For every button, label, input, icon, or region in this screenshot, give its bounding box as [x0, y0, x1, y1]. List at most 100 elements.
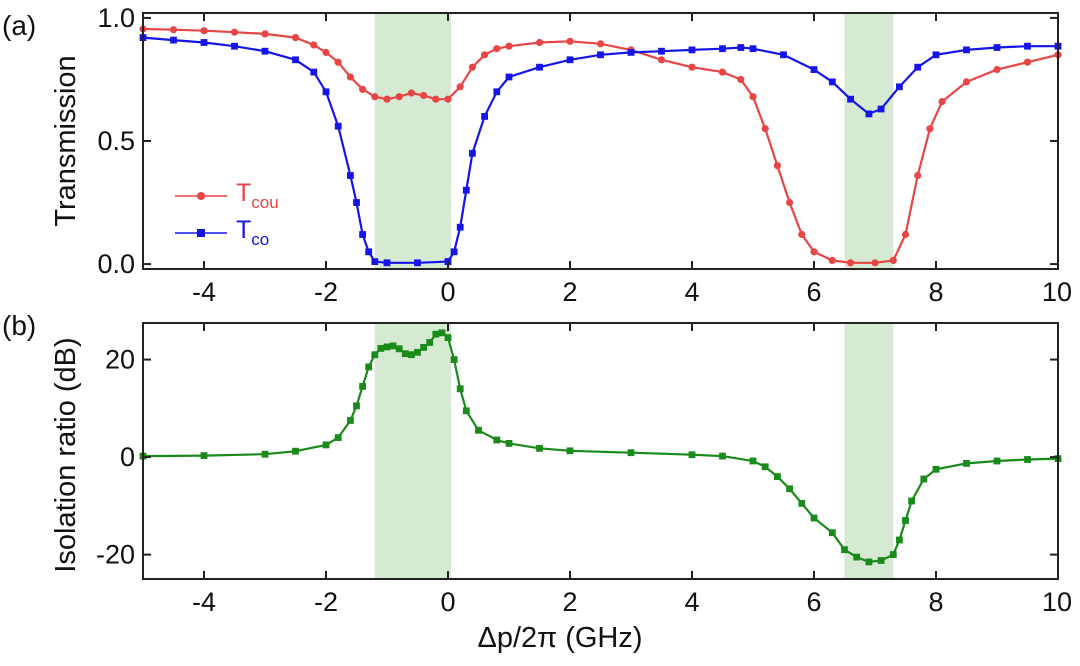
x-tick-label: 6 [806, 277, 821, 307]
series-line-a-1 [142, 36, 1058, 264]
data-point [597, 51, 604, 59]
data-point [230, 28, 239, 36]
data-point [407, 89, 415, 97]
data-point [749, 45, 757, 53]
data-point [920, 475, 928, 483]
y-tick-label: 0.0 [97, 249, 135, 279]
data-point [962, 78, 971, 86]
data-point [749, 93, 757, 101]
data-point [847, 259, 855, 267]
data-point [798, 500, 806, 507]
data-point [786, 198, 794, 207]
y-tick-label: 0 [120, 442, 135, 472]
data-point [828, 78, 836, 86]
data-point [334, 122, 342, 130]
panel-a: -4 -2 0 2 4 6 8 10 0.0 0.5 1.0 (a) Transmission T… [2, 3, 1072, 307]
data-point [505, 42, 513, 50]
data-point [908, 497, 915, 505]
data-point [414, 259, 421, 267]
data-point [261, 30, 269, 38]
data-point [261, 450, 269, 458]
data-point [761, 125, 769, 133]
data-point [456, 385, 464, 393]
data-point [657, 56, 666, 64]
data-point [456, 223, 464, 231]
data-point [688, 63, 696, 71]
y-axis-label-a: Transmission [50, 55, 82, 226]
data-point [749, 457, 757, 465]
data-point [359, 231, 366, 238]
x-tick-label: 4 [684, 277, 699, 307]
data-point [896, 536, 903, 544]
data-point [993, 66, 1001, 74]
x-ticks-a: -4 -2 0 2 4 6 8 10 [192, 13, 1072, 307]
legend-entry-tco: Tco [175, 216, 269, 249]
data-point [902, 517, 909, 524]
data-point [353, 199, 360, 206]
data-point [914, 63, 922, 71]
y-tick-label: 0.5 [97, 126, 135, 156]
x-axis-label: Δp/2π (GHz) [477, 622, 642, 654]
data-point [169, 26, 178, 34]
data-point [291, 34, 300, 42]
x-tick-label: -2 [314, 277, 338, 307]
data-point [420, 91, 428, 100]
data-point [462, 407, 470, 415]
data-point [310, 41, 318, 49]
x-tick-label: 4 [684, 587, 699, 617]
data-point [475, 426, 482, 434]
data-point [658, 47, 665, 55]
data-point [963, 46, 970, 54]
data-point [828, 256, 836, 264]
x-tick-label: -4 [192, 587, 216, 617]
data-point [493, 436, 501, 444]
data-point [383, 343, 391, 351]
shaded-band-b-1 [844, 323, 894, 579]
data-point [395, 93, 403, 101]
series-line-b-0 [142, 331, 1059, 564]
x-tick-label: 2 [562, 277, 577, 307]
data-point [322, 88, 330, 96]
data-point [450, 356, 458, 363]
data-point [889, 551, 897, 558]
x-tick-label: 10 [1042, 277, 1072, 307]
data-point [627, 449, 635, 457]
data-point [774, 473, 781, 480]
legend-label-tcou: Tcou [236, 179, 279, 212]
data-point [359, 383, 366, 390]
data-point [505, 440, 513, 447]
data-point [566, 56, 574, 64]
x-tick-label: -2 [314, 587, 338, 617]
data-point [389, 342, 397, 350]
data-point [773, 162, 782, 170]
data-point [456, 83, 464, 91]
data-point [292, 447, 299, 455]
data-point [737, 75, 745, 84]
data-point [383, 95, 391, 103]
data-point [566, 447, 574, 455]
data-point [395, 345, 403, 353]
data-point [481, 113, 488, 120]
series-group-a [139, 25, 1062, 267]
data-point [889, 256, 897, 264]
data-point [810, 248, 818, 256]
data-point [347, 172, 354, 179]
data-point [627, 49, 635, 56]
data-point [536, 444, 543, 452]
data-point [444, 334, 452, 341]
data-point [334, 434, 342, 441]
data-point [200, 39, 208, 46]
data-point [718, 68, 727, 76]
data-point [469, 149, 476, 157]
data-point [468, 63, 476, 71]
data-point [1023, 58, 1032, 66]
data-point [365, 248, 373, 256]
shaded-band-b-0 [374, 323, 452, 579]
data-point [536, 63, 543, 71]
series-group-b [139, 329, 1062, 566]
x-tick-label: 6 [806, 587, 821, 617]
data-point [346, 73, 354, 81]
data-point [359, 85, 367, 93]
